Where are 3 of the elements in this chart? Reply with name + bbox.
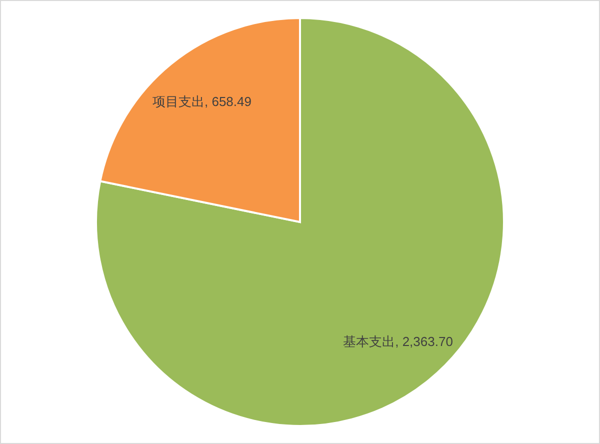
slice-label: 基本支出, 2,363.70 [343,334,453,350]
slice-label: 项目支出, 658.49 [152,94,252,109]
pie-slice [95,17,505,427]
